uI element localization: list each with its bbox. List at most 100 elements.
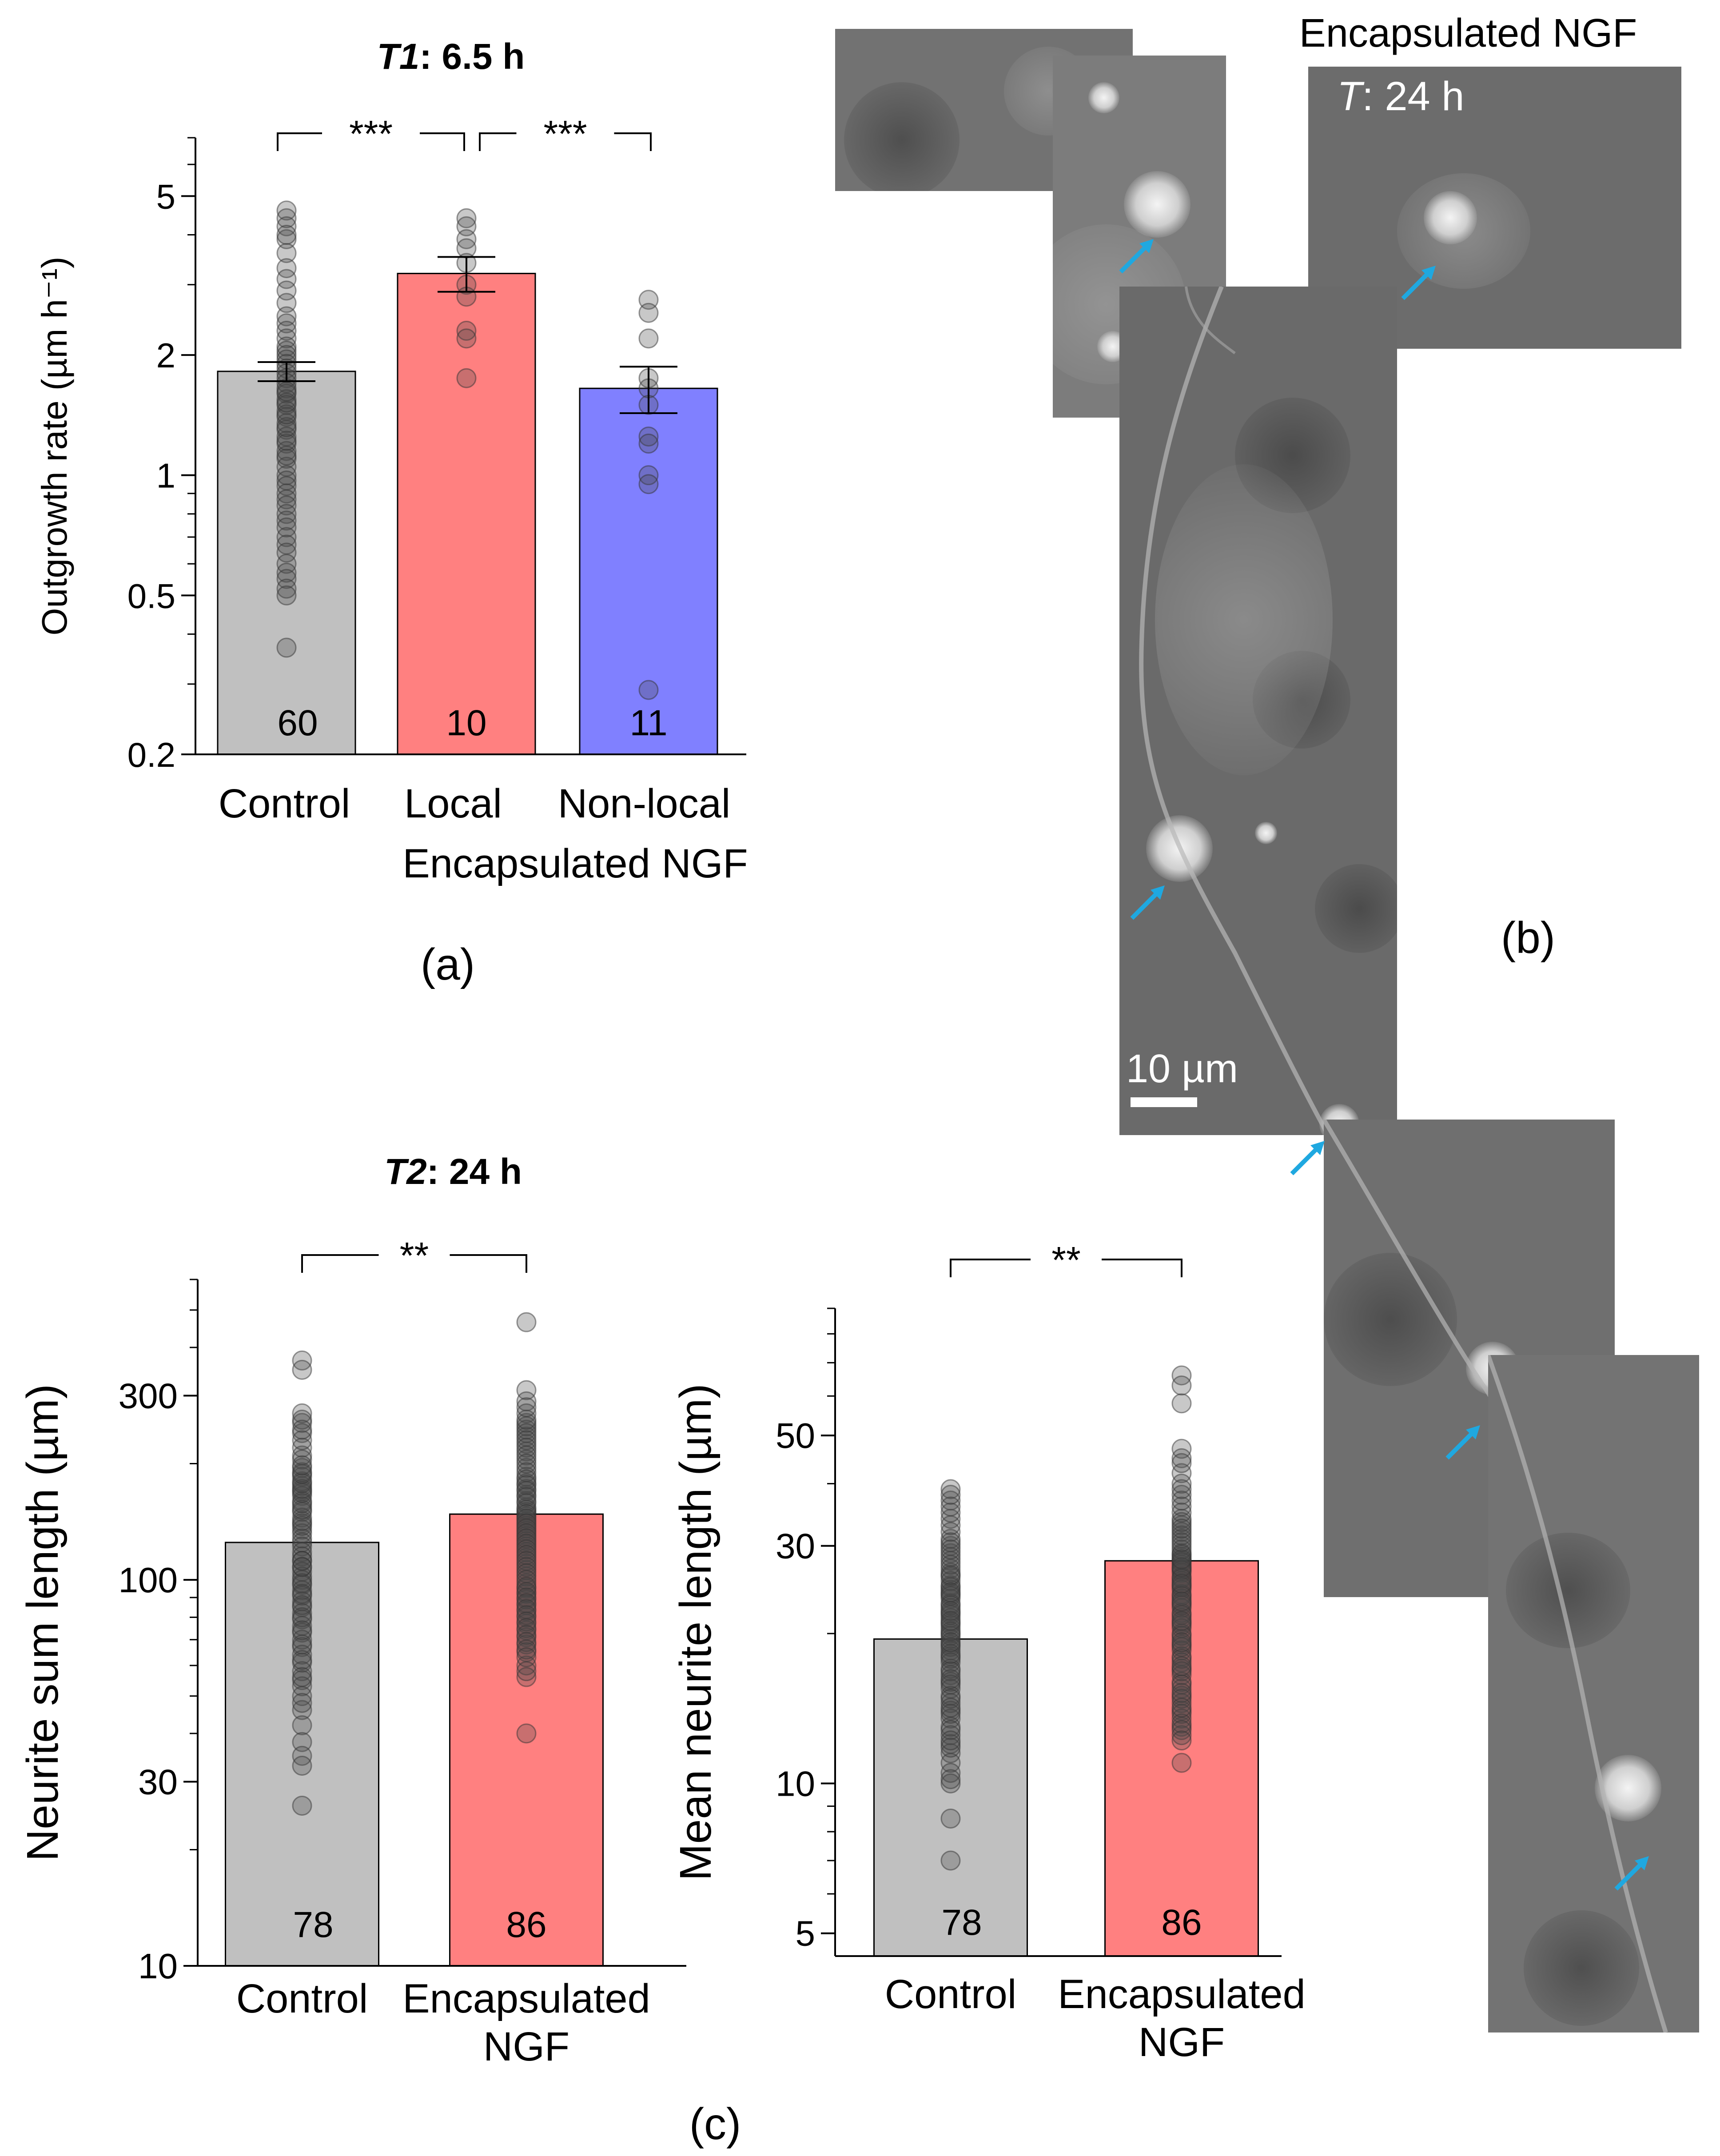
data-point [1171,1708,1192,1729]
data-point [516,1493,537,1514]
data-point [516,1723,537,1744]
data-point [516,1577,537,1597]
data-point [940,1565,961,1586]
data-point [292,1516,312,1536]
data-point [940,1769,961,1789]
data-point [940,1808,961,1829]
data-point [1171,1626,1192,1646]
data-point [940,1571,961,1591]
data-point [456,368,477,388]
data-point [292,1430,312,1451]
data-point [940,1479,961,1499]
category-label: Local [404,781,502,826]
data-point [638,474,659,494]
data-point [1171,1683,1192,1703]
data-point [940,1502,961,1523]
chart-outgrowth-rate: 60 10 11 0.2 0.5 1 2 5 Outgrowth rate (µm h⁻¹) T1… [35,36,746,826]
data-point [292,1650,312,1670]
data-point [1171,1753,1192,1773]
data-point [292,1455,312,1475]
data-point [516,1655,537,1676]
chart-title: T1: 6.5 h [377,36,525,77]
tick-label: 10 [138,1946,178,1986]
data-point [516,1438,537,1458]
data-point [940,1669,961,1690]
data-point [276,321,297,341]
data-point [1171,1365,1192,1386]
data-point [276,441,297,461]
data-point [940,1621,961,1642]
data-point [940,1850,961,1871]
category-label-line: NGF [483,2024,569,2069]
significance-label: ** [1051,1239,1080,1281]
data-point [292,1419,312,1440]
data-point [292,1550,312,1571]
data-point [276,208,297,228]
data-point [292,1546,312,1566]
data-point [276,585,297,606]
data-point [292,1573,312,1594]
y-axis-label: Neurite sum length (µm) [18,1384,68,1861]
data-point [292,1715,312,1735]
data-point [940,1763,961,1783]
data-point [940,1522,961,1542]
data-point [292,1493,312,1514]
data-point [292,1499,312,1520]
data-point [940,1637,961,1657]
chart-mean-neurite-length: 78 86 5 10 30 50 Mean neurite length (µm) ** Con… [671,1239,1306,2065]
data-point [276,638,297,658]
data-point [1171,1479,1192,1499]
category-label-line: Encapsulated [402,1976,650,2021]
category-label: Control [236,1976,368,2021]
data-point [292,1584,312,1604]
data-point [516,1430,537,1451]
data-point [292,1755,312,1776]
tick-label: 30 [138,1762,178,1801]
data-point [940,1674,961,1695]
data-point [940,1554,961,1575]
category-label-line: Encapsulated [1058,1972,1306,2017]
data-point [940,1485,961,1505]
data-point [516,1647,537,1667]
bar-control [873,1638,1028,1957]
n-label: 86 [1161,1902,1202,1943]
data-point [940,1611,961,1631]
data-point [516,1397,537,1418]
data-point [456,328,477,349]
tick-label: 50 [776,1416,815,1455]
category-label: Encapsulated NGF [1058,1972,1306,2065]
data-point [276,445,297,466]
data-point [276,200,297,221]
data-point [456,208,477,228]
significance-label: *** [349,113,393,155]
data-point [1171,1448,1192,1468]
n-label: 78 [941,1902,982,1943]
data-point [292,1511,312,1531]
bar-non-local [579,387,718,755]
data-point [516,1528,537,1549]
time-label-italic: T [1337,74,1362,119]
tick-label: 1 [156,456,175,495]
significance-bracket [301,1254,379,1273]
data-point [940,1698,961,1718]
data-point [638,303,659,323]
data-point [292,1479,312,1499]
tick-label: 0.5 [127,576,175,615]
panel-label-a: (a) [421,940,475,989]
data-point [276,510,297,531]
data-point [1171,1574,1192,1594]
data-point [638,680,659,700]
micro-tile [1119,287,1397,1135]
arrow-icon [1614,1856,1649,1891]
data-point [516,1534,537,1554]
data-point [292,1795,312,1816]
data-point [516,1667,537,1687]
data-point [940,1496,961,1517]
data-point [516,1312,537,1332]
data-point [292,1700,312,1720]
scale-bar [1131,1097,1197,1107]
data-point [638,328,659,349]
data-point [292,1359,312,1380]
data-point [940,1773,961,1793]
data-point [276,229,297,249]
